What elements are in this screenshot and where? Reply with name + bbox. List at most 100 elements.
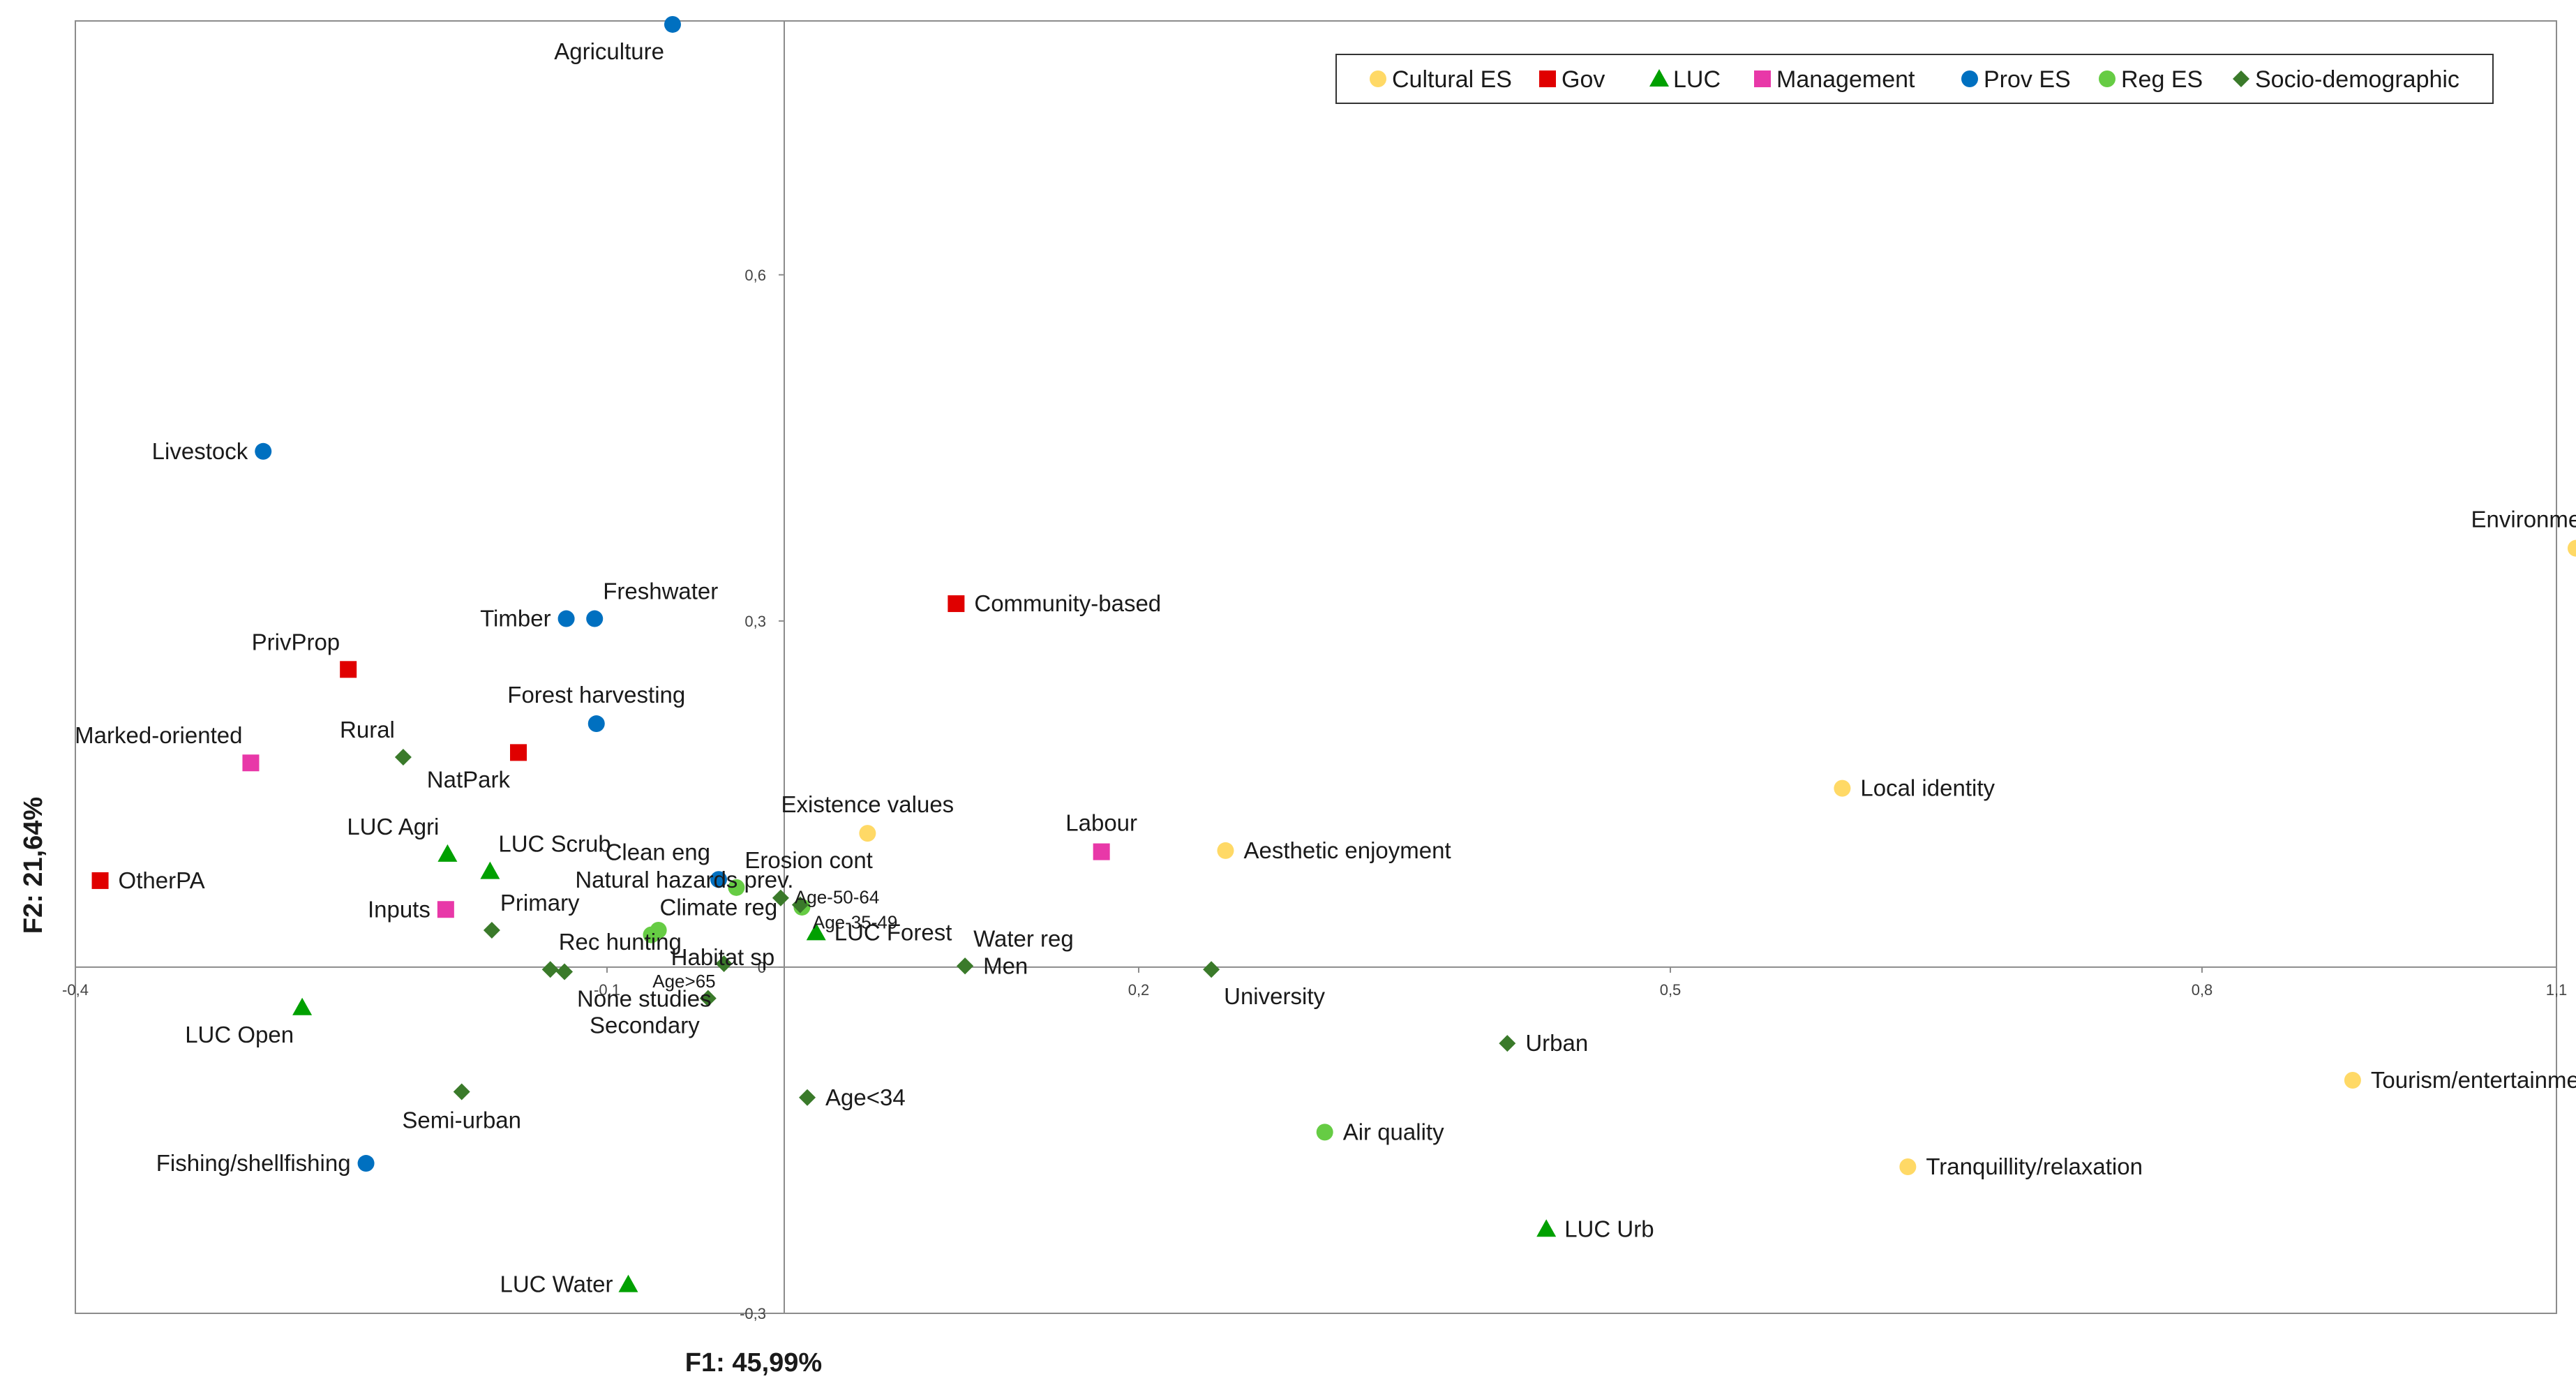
point-agriculture xyxy=(664,15,681,33)
legend-marker-socio-demographic xyxy=(2233,70,2249,87)
label-tourism-entertainment: Tourism/entertainment xyxy=(2371,1067,2576,1093)
legend: Cultural ES Gov LUC Management Prov ES Reg ES… xyxy=(1335,54,2494,104)
legend-label-luc: LUC xyxy=(1673,66,1721,93)
label-timber: Timber xyxy=(480,606,551,632)
y-tick-label: -0,3 xyxy=(740,1305,766,1322)
point-rec-hunting xyxy=(541,961,559,978)
label-environmental-educ: Environmental educ. xyxy=(2471,507,2576,532)
label-luc-open: LUC Open xyxy=(185,1022,294,1047)
legend-marker-luc xyxy=(1649,69,1669,87)
legend-label-reg-es: Reg ES xyxy=(2121,66,2203,93)
data-points xyxy=(91,15,2576,1292)
legend-box xyxy=(1335,54,2494,104)
label-livestock: Livestock xyxy=(152,438,248,464)
label-community-based: Community-based xyxy=(974,590,1161,616)
label-urban: Urban xyxy=(1525,1030,1588,1056)
legend-marker-cultural-es xyxy=(1370,70,1386,87)
point-timber xyxy=(557,610,575,627)
label-age-35-49: Age-35-49 xyxy=(813,912,897,933)
label-age-65: Age>65 xyxy=(652,971,715,992)
point-labour xyxy=(1093,843,1110,860)
point-fishing-shellfishing xyxy=(357,1155,375,1172)
point-privprop xyxy=(340,661,357,678)
label-agriculture: Agriculture xyxy=(554,38,664,64)
point-community-based xyxy=(948,595,965,613)
point-luc-urb xyxy=(1536,1219,1557,1237)
point-age-50-64 xyxy=(772,889,789,906)
label-climate-reg: Climate reg xyxy=(660,895,778,920)
point-local-identity xyxy=(1834,779,1851,797)
label-luc-forest: LUC Forest xyxy=(834,919,952,945)
label-none-studies: None studies xyxy=(577,986,712,1012)
point-marked-oriented xyxy=(242,754,260,772)
legend-label-socio-demographic: Socio-demographic xyxy=(2255,66,2459,93)
point-none-studies xyxy=(556,963,574,980)
point-age-65 xyxy=(715,955,733,972)
y-tick-label: 0 xyxy=(758,959,766,976)
tick-labels: -0,4 -0,1 0,2 0,5 0,8 1,1 0,6 0,3 0 -0,3 xyxy=(62,267,2567,1322)
label-natural-hazards-prev: Natural hazards prev. xyxy=(575,867,793,893)
label-men: Men xyxy=(983,953,1028,978)
point-secondary xyxy=(699,990,717,1007)
point-luc-scrub xyxy=(480,861,500,879)
point-semi-urban xyxy=(453,1083,470,1100)
point-aesthetic-enjoyment xyxy=(1217,842,1234,859)
label-age-34: Age<34 xyxy=(825,1084,906,1110)
point-tourism-entertainment xyxy=(2344,1071,2361,1089)
legend-marker-management xyxy=(1754,70,1771,87)
label-inputs: Inputs xyxy=(368,896,430,922)
label-primary: Primary xyxy=(500,890,580,916)
point-inputs xyxy=(437,901,454,918)
label-local-identity: Local identity xyxy=(1860,775,1995,801)
label-fishing-shellfishing: Fishing/shellfishing xyxy=(156,1150,351,1176)
label-air-quality: Air quality xyxy=(1343,1119,1444,1144)
point-habitat-sp xyxy=(650,922,667,939)
point-livestock xyxy=(255,442,272,460)
point-clean-eng xyxy=(710,871,728,888)
point-primary xyxy=(483,922,500,939)
legend-marker-prov-es xyxy=(1961,70,1978,87)
point-air-quality xyxy=(1316,1124,1333,1141)
point-erosion-cont xyxy=(728,879,745,896)
point-rural xyxy=(394,748,412,766)
label-secondary: Secondary xyxy=(590,1013,700,1038)
point-age-35-49 xyxy=(791,896,809,913)
label-otherpa: OtherPA xyxy=(119,867,205,893)
label-age-50-64: Age-50-64 xyxy=(795,887,879,908)
legend-label-gov: Gov xyxy=(1562,66,1605,93)
legend-label-cultural-es: Cultural ES xyxy=(1392,66,1512,93)
label-clean-eng: Clean eng xyxy=(606,839,710,865)
point-tranquillity-relaxation xyxy=(1899,1158,1917,1175)
label-labour: Labour xyxy=(1065,810,1137,836)
label-habitat-sp: Habitat sp xyxy=(671,944,775,970)
plot-area-border xyxy=(75,20,2557,1314)
x-tick-label: -0,1 xyxy=(594,981,620,999)
label-tranquillity-relaxation: Tranquillity/relaxation xyxy=(1926,1154,2143,1179)
label-existence-values: Existence values xyxy=(781,791,954,817)
point-environmental-educ xyxy=(2567,539,2576,557)
x-tick-label: 0,5 xyxy=(1660,981,1682,999)
label-erosion-cont: Erosion cont xyxy=(744,847,872,873)
legend-marker-reg-es xyxy=(2099,70,2116,87)
point-age-34 xyxy=(799,1089,816,1106)
x-axis-title: F1: 45,99% xyxy=(685,1348,822,1378)
x-tick-label: -0,4 xyxy=(62,981,89,999)
label-privprop: PrivProp xyxy=(252,629,340,655)
point-forest-harvesting xyxy=(587,715,605,733)
label-rural: Rural xyxy=(340,717,395,742)
y-tick-label: 0,3 xyxy=(744,613,766,630)
x-tick-label: 0,8 xyxy=(2192,981,2213,999)
point-water-reg xyxy=(957,957,974,975)
point-luc-forest xyxy=(806,923,826,941)
point-otherpa xyxy=(91,872,109,889)
label-luc-agri: LUC Agri xyxy=(347,814,439,839)
label-marked-oriented: Marked-oriented xyxy=(75,722,242,748)
label-rec-hunting: Rec hunting xyxy=(559,929,682,955)
label-luc-urb: LUC Urb xyxy=(1564,1216,1654,1241)
label-luc-water: LUC Water xyxy=(500,1271,613,1297)
y-axis-title: F2: 21,64% xyxy=(19,797,48,934)
label-semi-urban: Semi-urban xyxy=(402,1107,521,1133)
point-urban xyxy=(1499,1035,1516,1052)
label-freshwater: Freshwater xyxy=(603,579,718,604)
